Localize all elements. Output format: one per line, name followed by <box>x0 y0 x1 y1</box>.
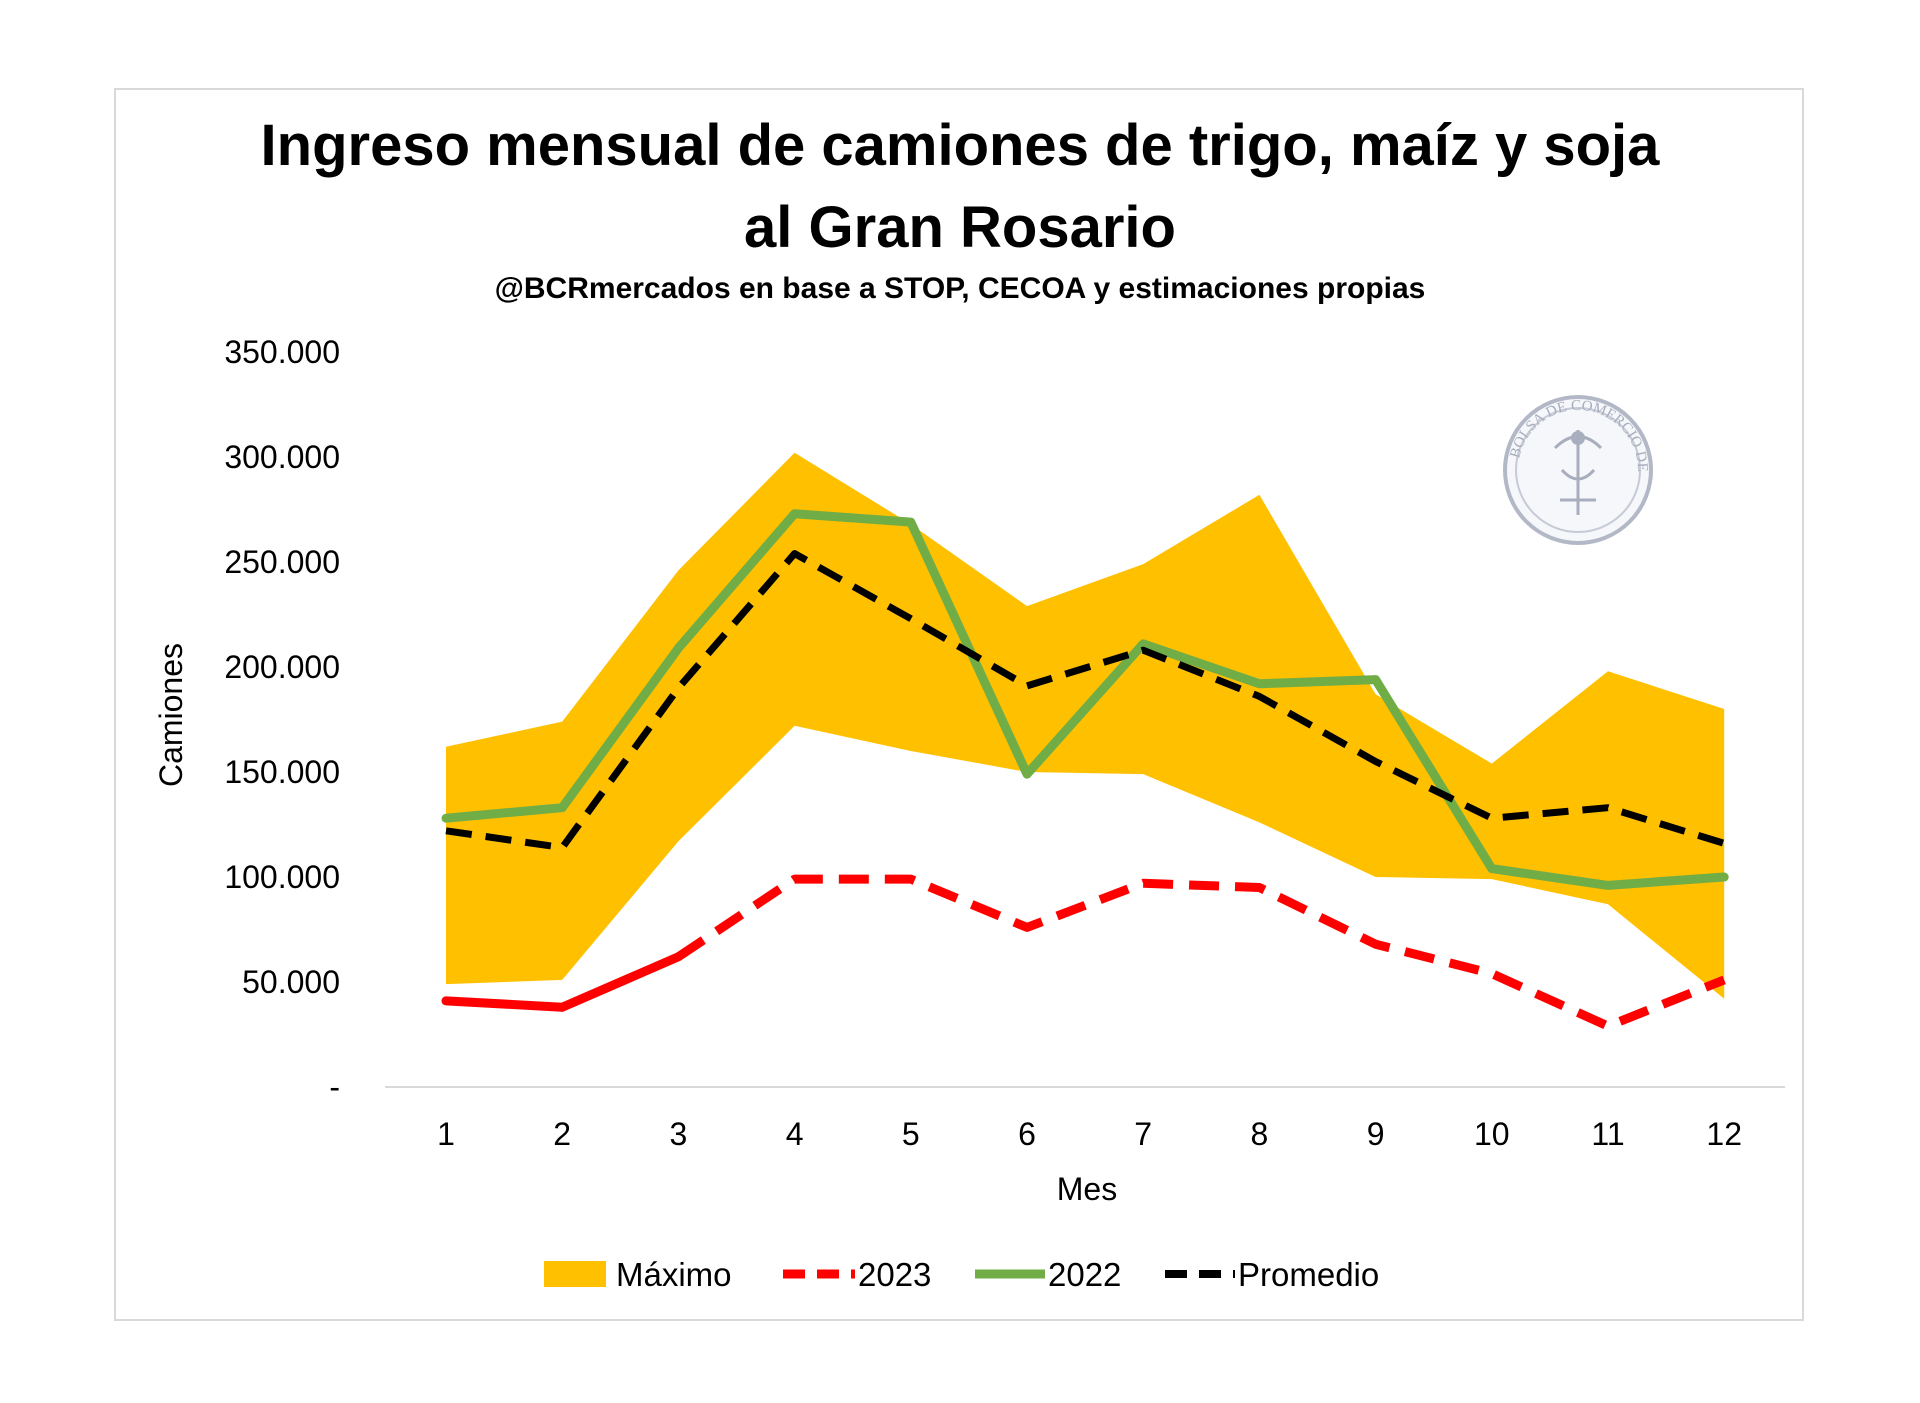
x-tick-label: 4 <box>786 1116 804 1152</box>
y-tick-label: 350.000 <box>224 334 340 370</box>
series-2023-line-dashed <box>675 874 1726 1031</box>
y-tick-label: 200.000 <box>224 649 340 685</box>
series-promedio-line <box>445 550 1726 852</box>
series-2023-line-solid <box>441 996 567 1012</box>
x-tick-label: 7 <box>1134 1116 1152 1152</box>
band-area <box>446 452 1725 999</box>
y-axis-ticks: - 50.000 100.000 150.000 200.000 250.000 300.0… <box>224 334 340 1105</box>
x-tick-label: 9 <box>1367 1116 1385 1152</box>
legend-label-2022: 2022 <box>1048 1256 1121 1293</box>
x-tick-label: 10 <box>1474 1116 1510 1152</box>
x-tick-label: 12 <box>1706 1116 1742 1152</box>
legend-swatch-maximo <box>544 1261 606 1287</box>
chart-title-line2: al Gran Rosario <box>744 195 1176 260</box>
x-tick-label: 1 <box>437 1116 455 1152</box>
x-axis-ticks: 1 2 3 4 5 6 7 8 9 10 11 12 <box>437 1116 1742 1152</box>
y-tick-label: - <box>329 1069 340 1105</box>
legend-label-2023: 2023 <box>858 1256 931 1293</box>
y-tick-label: 150.000 <box>224 754 340 790</box>
chart-title-line1: Ingreso mensual de camiones de trigo, ma… <box>261 113 1661 178</box>
y-axis-label: Camiones <box>153 643 189 787</box>
y-tick-label: 100.000 <box>224 859 340 895</box>
x-tick-label: 8 <box>1251 1116 1269 1152</box>
chart-subtitle: @BCRmercados en base a STOP, CECOA y est… <box>495 272 1426 305</box>
x-tick-label: 5 <box>902 1116 920 1152</box>
series-2022-line <box>441 509 1729 890</box>
x-tick-label: 6 <box>1018 1116 1036 1152</box>
x-axis-label: Mes <box>1057 1171 1117 1207</box>
x-tick-label: 11 <box>1591 1116 1624 1152</box>
y-tick-label: 250.000 <box>224 544 340 580</box>
series-lines <box>441 509 1729 1031</box>
y-tick-label: 50.000 <box>242 964 340 1000</box>
x-tick-label: 3 <box>670 1116 688 1152</box>
legend-label-maximo: Máximo <box>616 1256 732 1293</box>
band-maximo <box>446 452 1725 999</box>
legend: Máximo 2023 2022 Promedio <box>544 1256 1379 1293</box>
y-tick-label: 300.000 <box>224 439 340 475</box>
x-tick-label: 2 <box>553 1116 571 1152</box>
series-2023-line-solid-2 <box>557 952 683 1012</box>
legend-label-promedio: Promedio <box>1238 1256 1379 1293</box>
